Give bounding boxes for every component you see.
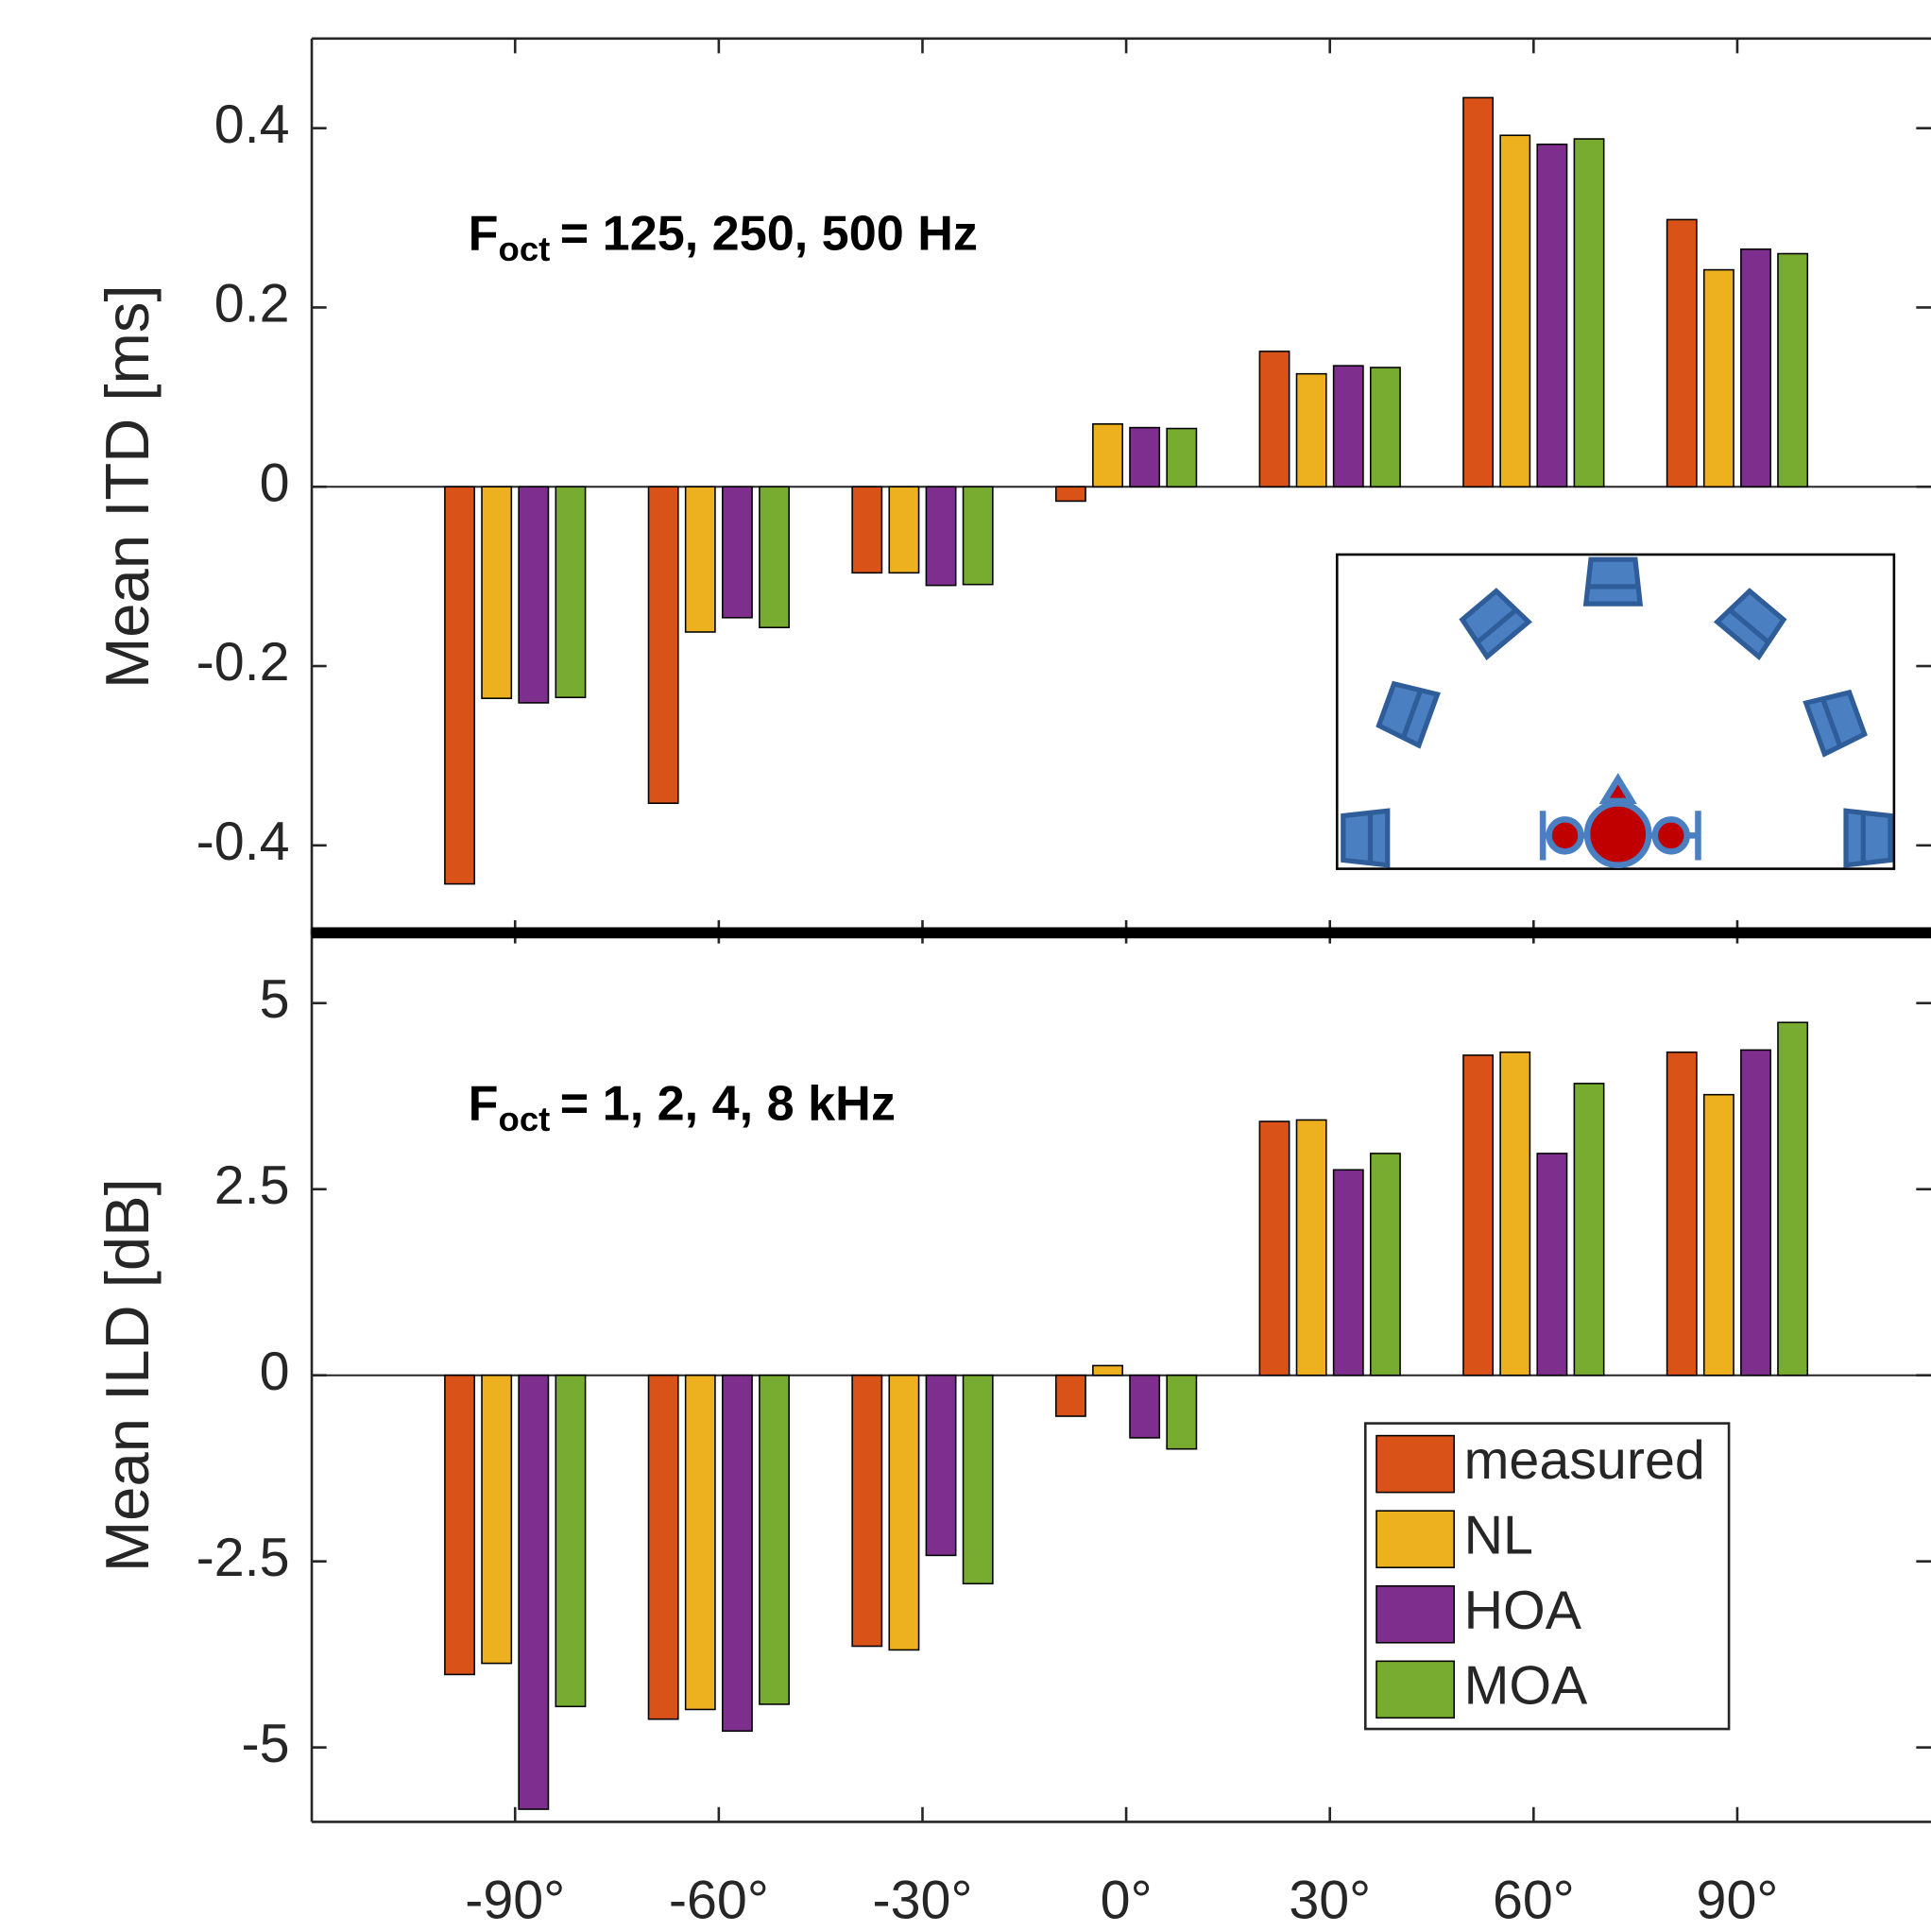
- bar: [721, 1374, 753, 1733]
- bar: [888, 486, 920, 574]
- bar: [1740, 248, 1771, 488]
- x-tick-label: -90°: [465, 1870, 565, 1930]
- annotation-main: F: [469, 206, 499, 261]
- legend-label: NL: [1464, 1505, 1533, 1565]
- bar: [1702, 1093, 1734, 1376]
- inset-diagram: [1335, 553, 1896, 870]
- x-tick-label: -30°: [873, 1870, 973, 1930]
- annotation-rest: = 1, 2, 4, 8 kHz: [560, 1076, 896, 1131]
- bar: [481, 1374, 513, 1665]
- bar: [444, 486, 475, 885]
- y-tick-label: -0.4: [197, 812, 290, 872]
- bar: [888, 1374, 920, 1651]
- y-tick-label: 0.4: [214, 94, 290, 155]
- bar: [1092, 1364, 1123, 1376]
- x-tick-label: 90°: [1697, 1870, 1779, 1930]
- bar: [518, 486, 550, 704]
- bar: [1499, 1051, 1531, 1376]
- bar: [962, 1374, 994, 1585]
- bar: [1499, 134, 1531, 488]
- bar: [1369, 367, 1401, 488]
- bar: [555, 1374, 587, 1708]
- speakers: [1341, 556, 1893, 868]
- y-tick-label: 2.5: [214, 1155, 290, 1216]
- annotation-rest: = 125, 250, 500 Hz: [560, 206, 978, 261]
- bar: [925, 486, 957, 587]
- y-tick-label: 5: [260, 969, 290, 1030]
- bar: [1332, 1169, 1364, 1376]
- bar: [684, 486, 716, 633]
- bar: [1777, 1021, 1809, 1376]
- bar: [851, 1374, 883, 1648]
- y-tick-label: 0: [260, 1342, 290, 1402]
- y-tick-label: -0.2: [197, 632, 290, 692]
- legend-swatch: [1376, 1584, 1455, 1644]
- bar: [925, 1374, 957, 1557]
- bar: [1295, 372, 1327, 488]
- y-tick-label: -5: [242, 1714, 290, 1774]
- bar: [555, 486, 587, 699]
- bar: [1258, 1120, 1290, 1376]
- y-tick-label: 0: [260, 453, 290, 513]
- bar: [1536, 1153, 1568, 1376]
- bar: [759, 486, 790, 629]
- bar: [1702, 268, 1734, 488]
- legend-swatch: [1376, 1510, 1455, 1568]
- x-tick-label: -60°: [669, 1870, 769, 1930]
- bar: [1332, 365, 1364, 488]
- bar: [647, 1374, 679, 1720]
- bar: [444, 1374, 475, 1676]
- bar: [1129, 426, 1161, 488]
- bar: [1740, 1049, 1771, 1376]
- y-axis-label: Mean ITD [ms]: [93, 284, 162, 689]
- legend-label: HOA: [1464, 1581, 1582, 1641]
- bar: [962, 486, 994, 586]
- y-tick-label: 0.2: [214, 274, 290, 334]
- bar: [1258, 350, 1290, 488]
- annotation: Foct = 1, 2, 4, 8 kHz: [469, 1076, 896, 1138]
- bar: [1536, 143, 1568, 488]
- x-tick-label: 60°: [1493, 1870, 1575, 1930]
- x-tick-label: 0°: [1101, 1870, 1153, 1930]
- listener: [1539, 773, 1701, 868]
- bar: [721, 486, 753, 619]
- y-axis-label: Mean ILD [dB]: [93, 1178, 162, 1572]
- bar: [1054, 1374, 1086, 1417]
- bar: [1369, 1153, 1401, 1376]
- bar: [481, 486, 513, 699]
- legend-label: measured: [1464, 1430, 1705, 1491]
- bar: [851, 486, 883, 574]
- bar: [1573, 138, 1605, 488]
- bar: [1462, 96, 1495, 488]
- legend-label: MOA: [1464, 1655, 1588, 1716]
- bar: [1166, 1374, 1198, 1450]
- annotation: Foct = 125, 250, 500 Hz: [469, 206, 978, 268]
- bar: [1295, 1119, 1327, 1376]
- bar: [1666, 1051, 1698, 1376]
- bar: [518, 1374, 550, 1810]
- bar: [1129, 1374, 1161, 1439]
- bar: [1054, 486, 1086, 503]
- bar: [647, 486, 679, 805]
- bar: [1092, 423, 1123, 488]
- bar: [684, 1374, 716, 1711]
- bar: [1666, 218, 1698, 488]
- x-tick-label: 30°: [1289, 1870, 1371, 1930]
- bar: [1777, 252, 1809, 488]
- bar: [1462, 1054, 1495, 1376]
- y-tick-label: -2.5: [197, 1528, 290, 1588]
- bar: [759, 1374, 790, 1705]
- bar: [1166, 427, 1198, 488]
- bar: [1573, 1083, 1605, 1376]
- annotation-sub: oct: [499, 1100, 551, 1138]
- annotation-main: F: [469, 1076, 499, 1131]
- annotation-sub: oct: [499, 230, 551, 268]
- legend-swatch: [1376, 1660, 1455, 1719]
- legend-swatch: [1376, 1434, 1455, 1494]
